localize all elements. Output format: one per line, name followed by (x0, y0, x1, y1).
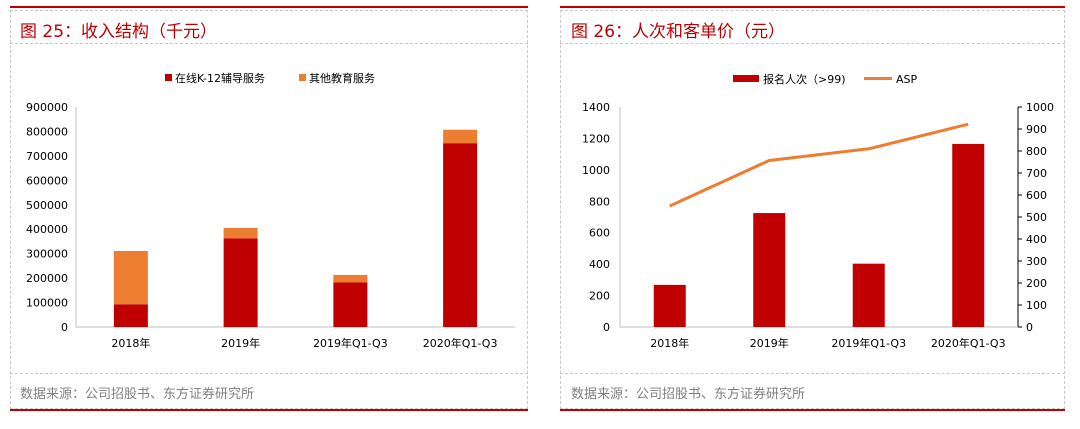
y-right-tick-label: 500 (1026, 211, 1047, 224)
y-tick-label: 400000 (26, 223, 68, 236)
y-right-tick-label: 300 (1026, 255, 1047, 268)
revenue-structure-chart: 在线K-12辅导服务 其他教育服务 0 100000 200000 300000 40000… (26, 71, 515, 350)
y-right-tick-label: 800 (1026, 145, 1047, 158)
x-tick-label: 2020年Q1-Q3 (423, 336, 498, 350)
title-divider (560, 43, 1065, 44)
legend-swatch (165, 74, 172, 81)
y-tick-label: 800000 (26, 125, 68, 138)
x-tick-label: 2019年 (750, 336, 789, 350)
source-note: 数据来源：公司招股书、东方证券研究所 (20, 387, 255, 402)
bar (753, 213, 786, 327)
bar (852, 263, 885, 327)
bar-segment (113, 250, 148, 305)
bar-segment (333, 274, 368, 283)
y-tick-label: 600000 (26, 174, 68, 187)
bar-segment (113, 304, 148, 327)
y-tick-label: 200000 (26, 272, 68, 285)
y-right-tick-label: 1000 (1026, 101, 1054, 114)
figure-frame (560, 10, 1065, 409)
y-left-tick-label: 1400 (582, 101, 610, 114)
x-tick-label: 2019年Q1-Q3 (831, 336, 906, 350)
x-tick-label: 2019年Q1-Q3 (313, 336, 388, 350)
figure-title: 图 25：收入结构（千元） (20, 22, 218, 42)
y-right-tick-label: 100 (1026, 299, 1047, 312)
bar (952, 143, 985, 327)
bar-segment (443, 129, 478, 144)
legend-swatch (299, 74, 306, 81)
source-divider (10, 373, 528, 374)
x-tick-label: 2018年 (111, 336, 150, 350)
y-tick-label: 300000 (26, 248, 68, 261)
y-tick-label: 700000 (26, 150, 68, 163)
title-divider (10, 43, 528, 44)
y-tick-label: 100000 (26, 297, 68, 310)
source-note: 数据来源：公司招股书、东方证券研究所 (571, 387, 806, 402)
source-divider (560, 373, 1065, 374)
legend-label: 其他教育服务 (309, 71, 375, 85)
legend-swatch (733, 75, 759, 82)
legend-label: ASP (896, 73, 918, 86)
top-rule (10, 6, 528, 8)
y-left-tick-label: 1000 (582, 164, 610, 177)
y-right-tick-label: 600 (1026, 189, 1047, 202)
y-left-tick-label: 600 (589, 227, 610, 240)
bottom-rule (560, 409, 1065, 411)
y-left-tick-label: 200 (589, 290, 610, 303)
y-right-tick-label: 900 (1026, 123, 1047, 136)
asp-line (669, 122, 969, 208)
y-tick-label: 900000 (26, 101, 68, 114)
bar-segment (223, 238, 258, 327)
y-right-tick-label: 0 (1026, 321, 1033, 334)
y-tick-label: 0 (61, 321, 68, 334)
x-tick-label: 2020年Q1-Q3 (931, 336, 1006, 350)
top-rule (560, 6, 1065, 8)
legend-label: 报名人次（>99) (763, 72, 846, 86)
y-right-tick-label: 400 (1026, 233, 1047, 246)
x-tick-label: 2019年 (221, 336, 260, 350)
left-figure-panel: 图 25：收入结构（千元） 在线K-12辅导服务 其他教育服务 0 100000 200… (10, 6, 528, 411)
bar (653, 284, 686, 327)
x-tick-label: 2018年 (650, 336, 689, 350)
bar-segment (443, 143, 478, 327)
figure-title: 图 26：人次和客单价（元） (571, 22, 786, 42)
y-left-tick-label: 400 (589, 258, 610, 271)
y-right-tick-label: 700 (1026, 167, 1047, 180)
y-right-tick-label: 200 (1026, 277, 1047, 290)
bottom-rule (10, 409, 528, 411)
figure-frame (10, 10, 528, 409)
y-left-tick-label: 800 (589, 195, 610, 208)
legend-label: 在线K-12辅导服务 (175, 71, 265, 85)
enrollment-asp-chart: 报名人次（>99) ASP 0 200 400 600 800 1000 1200 1400 0 10… (582, 72, 1054, 350)
y-left-tick-label: 0 (603, 321, 610, 334)
bar-segment (223, 228, 258, 239)
bar-segment (333, 282, 368, 327)
y-tick-label: 500000 (26, 199, 68, 212)
right-figure-panel: 图 26：人次和客单价（元） 报名人次（>99) ASP 0 200 400 600 800… (540, 0, 1080, 429)
y-left-tick-label: 1200 (582, 132, 610, 145)
